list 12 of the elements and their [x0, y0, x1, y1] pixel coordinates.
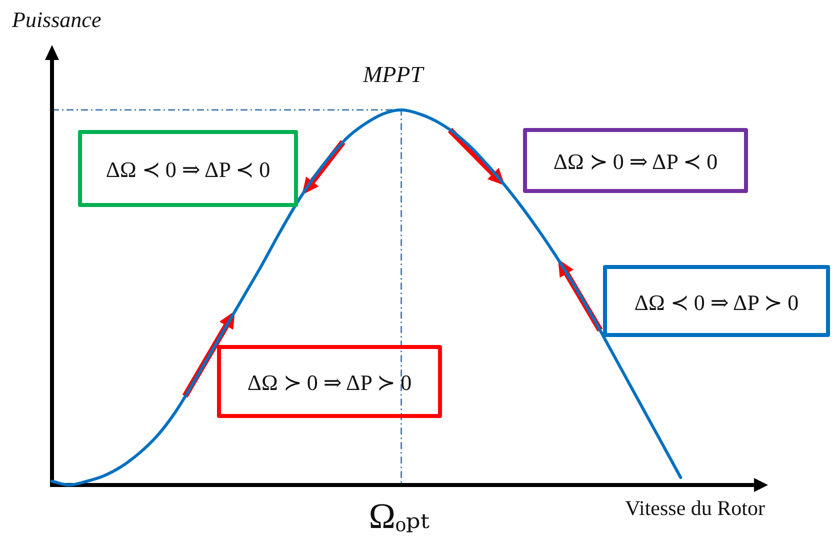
annotation: ΔΩ ≻ 0 ⇒ ΔP ≻ 0 [247, 369, 412, 396]
text: MPPT [362, 62, 424, 87]
y-axis-title: Puissance [11, 7, 102, 32]
outline-box: ΔΩ ≺ 0 ⇒ ΔP ≻ 0 [603, 265, 830, 337]
outline-box: ΔΩ ≺ 0 ⇒ ΔP ≺ 0 [78, 130, 298, 207]
text: Ωₒₚₜ [368, 496, 430, 536]
x-axis-title: Vitesse du Rotor [625, 496, 766, 520]
annotation: ΔΩ ≺ 0 ⇒ ΔP ≻ 0 [634, 288, 799, 316]
annotation: ΔΩ ≺ 0 ⇒ ΔP ≺ 0 [106, 156, 270, 183]
outline-box: ΔΩ ≻ 0 ⇒ ΔP ≻ 0 [217, 345, 442, 418]
annotation: ΔΩ ≻ 0 ⇒ ΔP ≺ 0 [553, 148, 718, 175]
outline-box: ΔΩ ≻ 0 ⇒ ΔP ≺ 0 [523, 128, 748, 193]
